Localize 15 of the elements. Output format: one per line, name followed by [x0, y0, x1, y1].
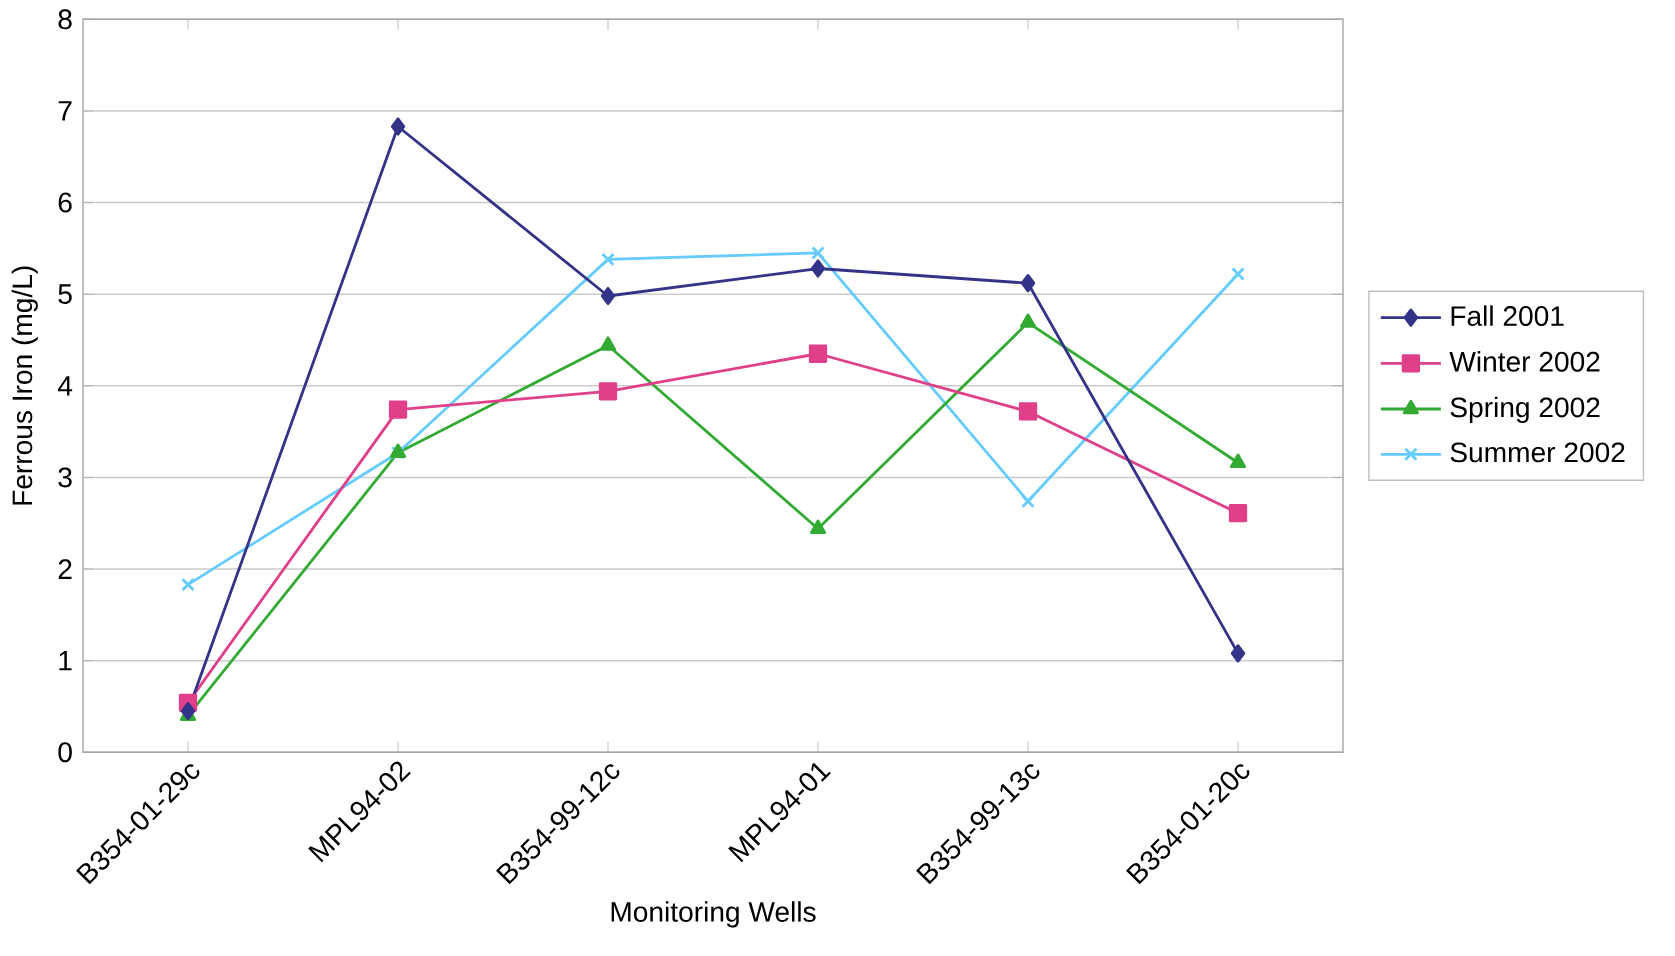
y-tick-label: 6 — [58, 192, 72, 213]
y-tick-label: 3 — [58, 467, 72, 488]
y-tick-label: 1 — [59, 650, 72, 671]
legend-label: Fall 2001 — [1451, 305, 1564, 326]
y-tick-label: 5 — [58, 284, 72, 304]
x-axis-title: Monitoring Wells — [611, 901, 816, 928]
legend-label: Winter 2002 — [1449, 350, 1600, 372]
y-tick-label: 2 — [58, 559, 72, 579]
y-tick-label: 8 — [58, 9, 72, 30]
legend-label: Spring 2002 — [1450, 396, 1600, 423]
legend-label: Summer 2002 — [1450, 442, 1625, 463]
y-tick-label: 0 — [58, 742, 72, 763]
y-tick-label: 7 — [58, 101, 72, 121]
y-tick-label: 4 — [57, 375, 73, 396]
y-axis-title: Ferrous Iron (mg/L) — [11, 266, 38, 505]
